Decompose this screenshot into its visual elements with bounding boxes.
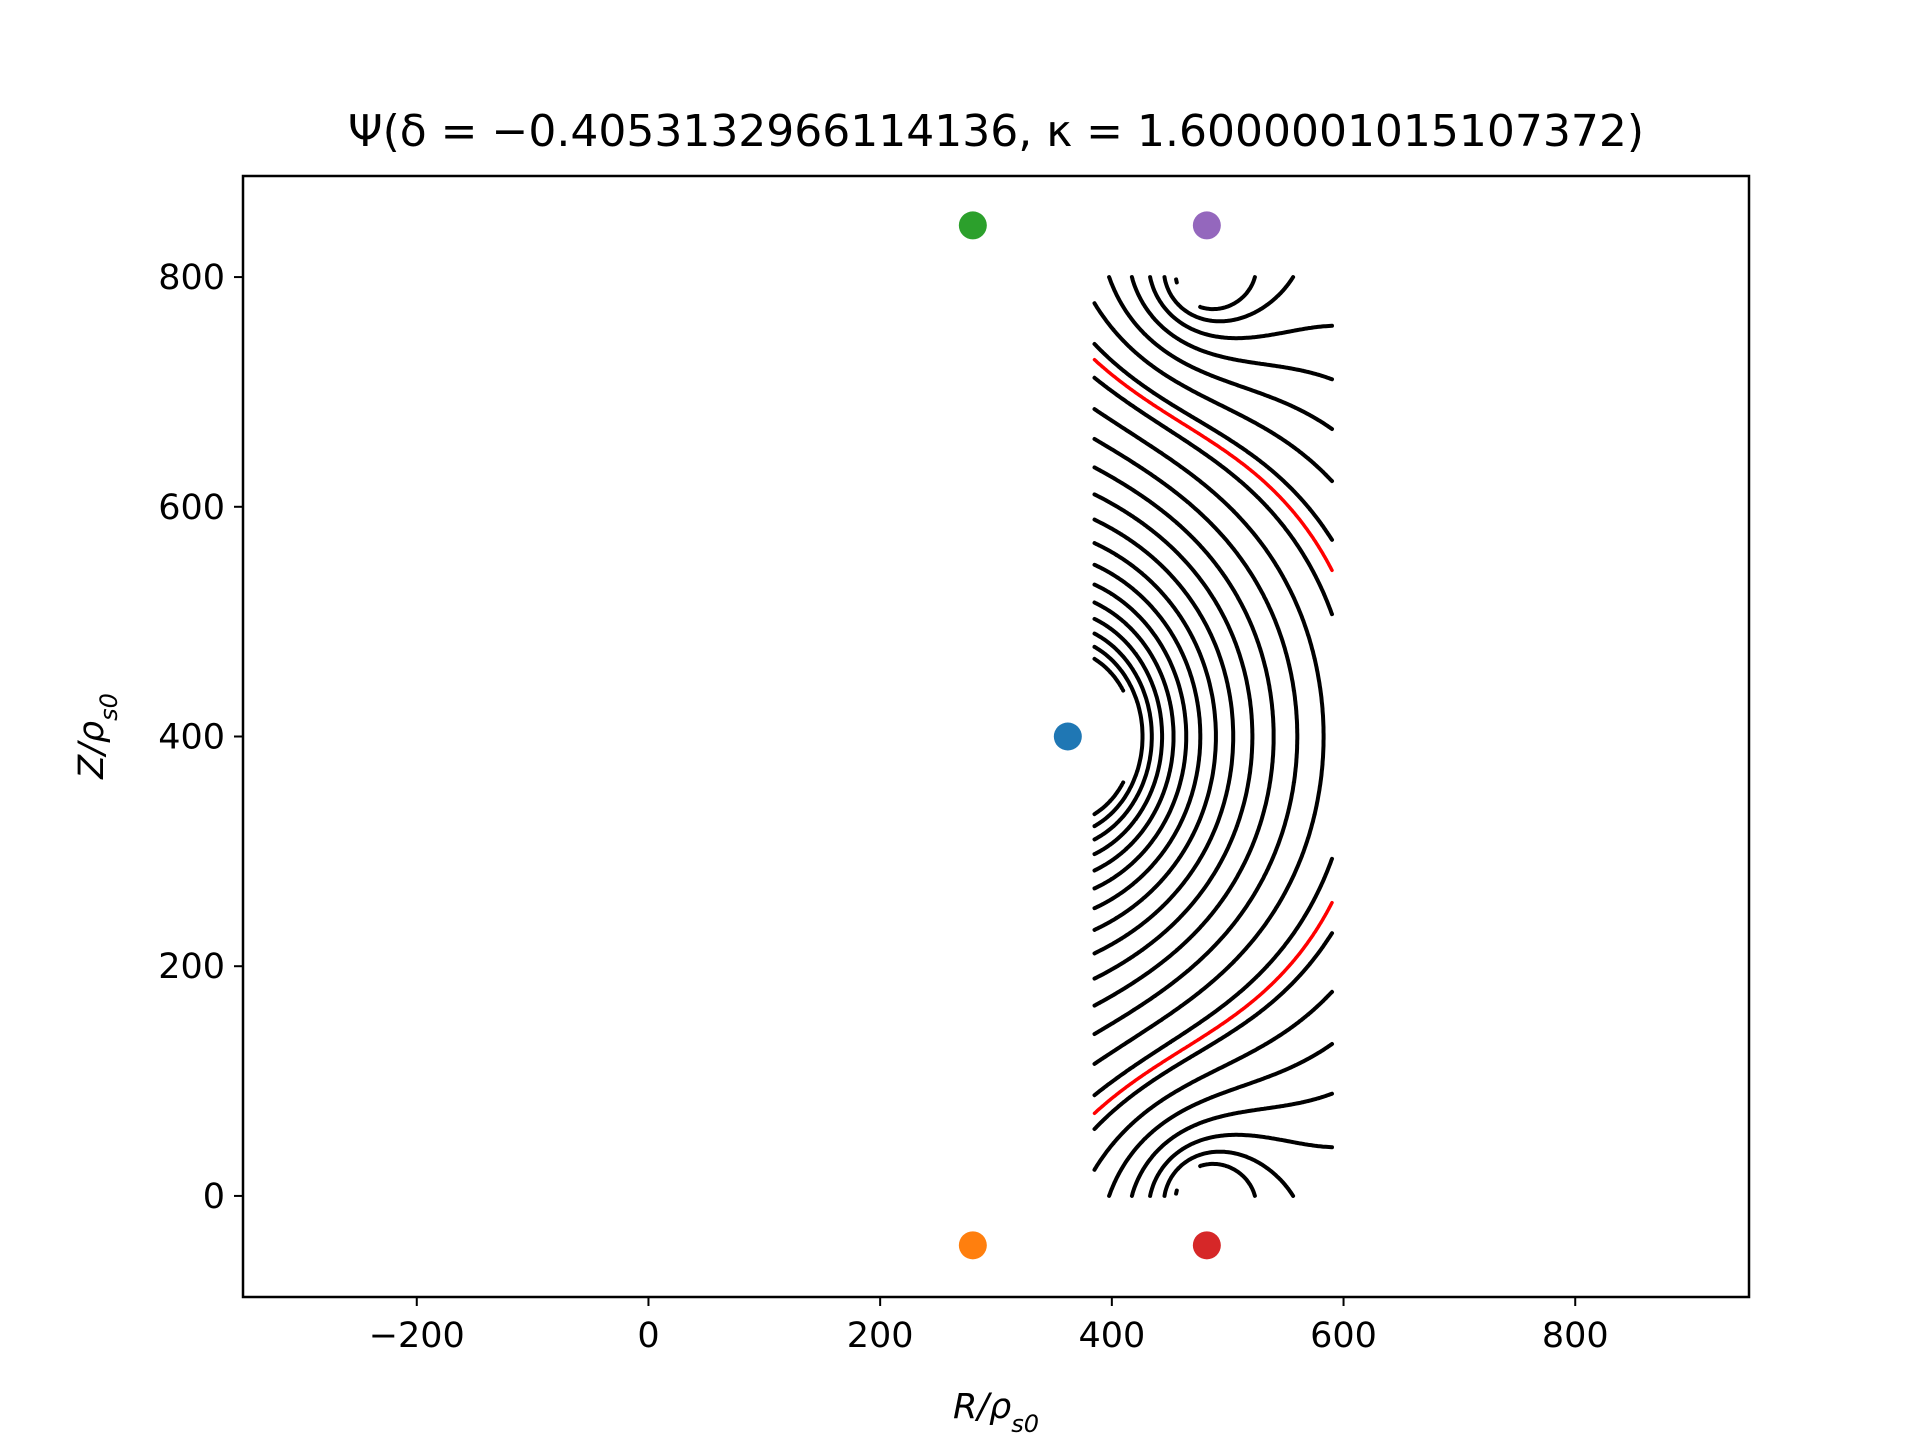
- contour-line: [1092, 465, 1276, 1008]
- contour-line: [1174, 275, 1257, 1198]
- contour-line: [1107, 275, 1334, 1198]
- marker-point: [1192, 1231, 1221, 1260]
- contour-line: [1092, 644, 1145, 829]
- y-tick-label: 600: [158, 488, 225, 528]
- contour-line: [1129, 275, 1334, 1198]
- x-tick-label: 400: [1078, 1316, 1145, 1356]
- contour-line: [1092, 375, 1334, 1098]
- markers: [958, 211, 1221, 1260]
- x-tick-label: 800: [1542, 1316, 1609, 1356]
- x-axis: −200 0 200 400 600 800: [369, 1297, 1609, 1356]
- y-tick-label: 800: [158, 258, 225, 298]
- contour-line: [1148, 275, 1334, 1198]
- contour-line: [1092, 600, 1176, 873]
- y-tick-label: 0: [203, 1177, 225, 1217]
- x-axis-label: R/ρs0: [953, 1387, 1039, 1438]
- y-tick-label: 200: [158, 947, 225, 987]
- separatrix-line: [1092, 357, 1334, 1116]
- marker-point: [958, 1231, 987, 1260]
- contour-line: [1092, 492, 1255, 981]
- contour-lines: [1092, 275, 1334, 1198]
- x-tick-label: 200: [847, 1316, 914, 1356]
- marker-point: [958, 211, 987, 240]
- contour-line: [1092, 582, 1189, 891]
- x-tick-label: 600: [1310, 1316, 1377, 1356]
- contour-line: [1092, 301, 1334, 1172]
- y-axis-label: Z/ρs0: [72, 693, 123, 780]
- contour-line: [1162, 275, 1296, 1198]
- separatrix-contour: [1092, 357, 1334, 1116]
- contour-line: [1092, 407, 1326, 1066]
- contour-line: [1092, 437, 1300, 1036]
- contour-line: [1092, 616, 1165, 857]
- x-tick-label: 0: [637, 1316, 659, 1356]
- chart-title: Ψ(δ = −0.4053132966114136, κ = 1.6000001…: [348, 106, 1644, 157]
- contour-line: [1092, 342, 1334, 1131]
- x-tick-label: −200: [369, 1316, 465, 1356]
- contour-line: [1092, 517, 1236, 956]
- contour-line: [1092, 562, 1203, 911]
- y-axis: 0 200 400 600 800: [158, 258, 243, 1217]
- marker-point: [1192, 211, 1221, 240]
- contour-line: [1092, 656, 1126, 817]
- marker-point: [1053, 722, 1082, 751]
- contour-line: [1092, 541, 1218, 932]
- y-tick-label: 400: [158, 718, 225, 758]
- contour-line: [1092, 631, 1154, 842]
- plot-area: [243, 176, 1749, 1297]
